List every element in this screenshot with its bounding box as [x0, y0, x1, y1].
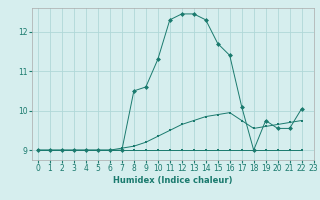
X-axis label: Humidex (Indice chaleur): Humidex (Indice chaleur): [113, 176, 233, 185]
